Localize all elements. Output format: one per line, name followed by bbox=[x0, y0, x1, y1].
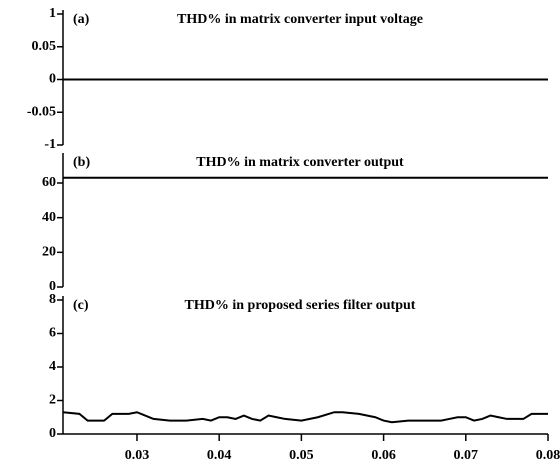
y-tick-label: 0 bbox=[49, 426, 56, 441]
panel-label: (b) bbox=[73, 155, 90, 170]
y-tick-label: 2 bbox=[49, 393, 56, 408]
y-tick-label: -0.05 bbox=[27, 104, 56, 119]
y-tick-label: 0.05 bbox=[32, 39, 57, 54]
y-tick-label: 1 bbox=[49, 6, 56, 21]
panel-label: (c) bbox=[73, 298, 89, 313]
y-tick-label: 4 bbox=[49, 359, 56, 374]
y-tick-label: 40 bbox=[42, 210, 56, 225]
series-line bbox=[62, 411, 548, 424]
y-tick-label: 0 bbox=[49, 72, 56, 87]
x-tick-label: 0.05 bbox=[289, 448, 314, 463]
panel-label: (a) bbox=[73, 12, 90, 27]
panel-title: THD% in matrix converter input voltage bbox=[177, 12, 423, 27]
y-tick-label: 60 bbox=[42, 175, 56, 190]
x-tick-label: 0.07 bbox=[454, 448, 479, 463]
y-tick-label: 8 bbox=[49, 292, 56, 307]
y-tick-label: 6 bbox=[49, 326, 56, 341]
x-tick-label: 0.08 bbox=[536, 448, 560, 463]
x-tick-label: 0.06 bbox=[371, 448, 396, 463]
y-tick-label: 20 bbox=[42, 245, 56, 260]
panel-title: THD% in proposed series filter output bbox=[185, 298, 416, 313]
x-tick-label: 0.04 bbox=[207, 448, 232, 463]
panel-title: THD% in matrix converter output bbox=[196, 155, 404, 170]
y-tick-label: 0 bbox=[49, 279, 56, 294]
x-tick-label: 0.03 bbox=[125, 448, 150, 463]
y-tick-label: -1 bbox=[44, 137, 56, 152]
